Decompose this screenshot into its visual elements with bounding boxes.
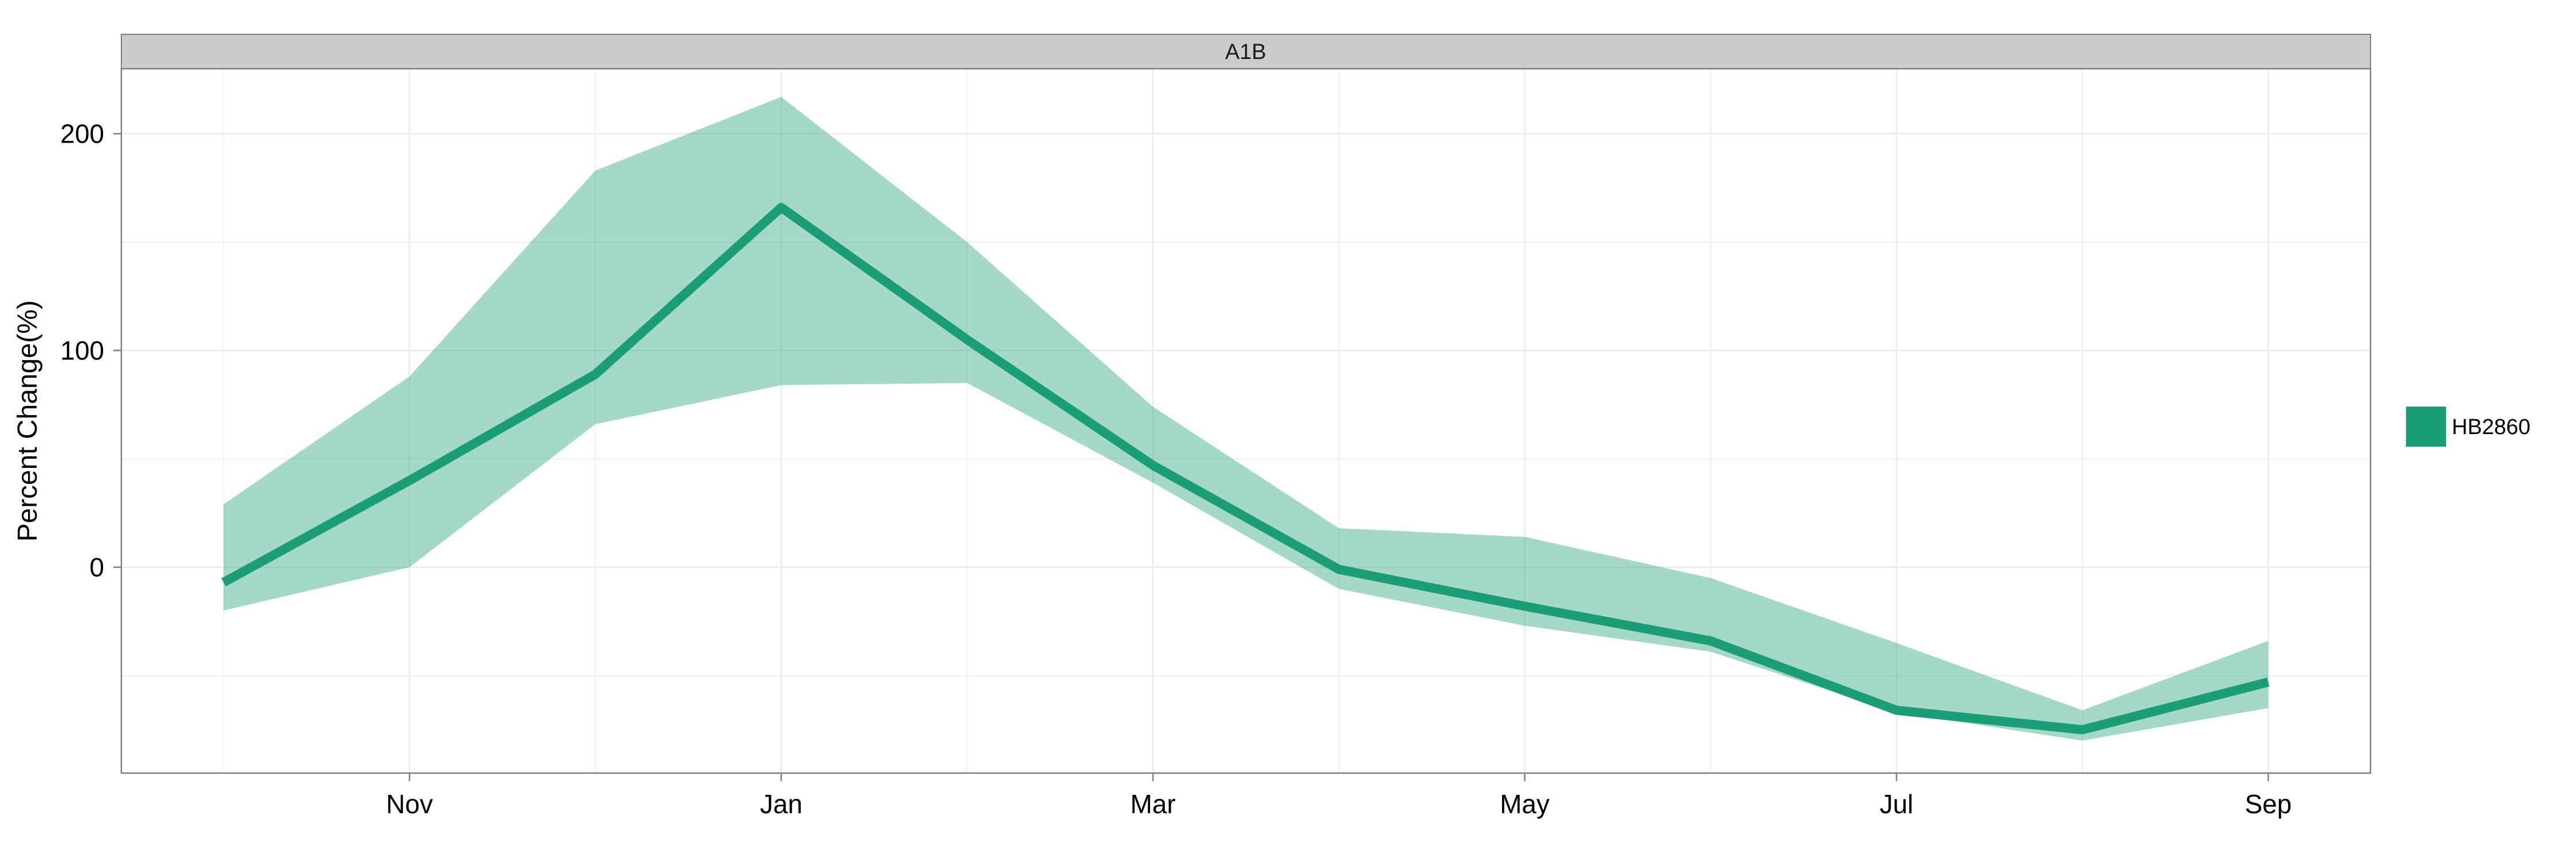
x-tick-label: Sep [2245,789,2291,819]
series-line-hb2860 [221,203,2270,735]
y-tick-label: 100 [60,336,104,365]
plot-panel [121,69,2370,773]
y-tick-label: 0 [89,552,104,582]
x-tick-label: Jul [1880,789,1914,819]
grid-lines [121,69,2370,773]
x-tick-label: Jan [760,789,803,819]
facet-strip [121,34,2371,69]
x-tick-label: Nov [386,789,433,819]
legend: HB2860 [2406,407,2530,447]
series-line-layer [221,203,2270,735]
y-axis: 0 100 200 [60,119,121,582]
x-tick-label: Mar [1131,789,1176,819]
ribbon-hb2860 [223,97,2269,741]
x-tick-label: May [1500,789,1550,819]
legend-label-hb2860: HB2860 [2452,415,2530,439]
facet-strip-label: A1B [1225,40,1266,64]
legend-key-hb2860 [2406,407,2446,447]
y-tick-label: 200 [60,119,104,149]
ribbon-layer [223,97,2269,741]
x-axis: Nov Jan Mar May Jul Sep [386,773,2291,819]
y-axis-title: Percent Change(%) [13,300,43,542]
plot-panel-border [120,68,2372,774]
